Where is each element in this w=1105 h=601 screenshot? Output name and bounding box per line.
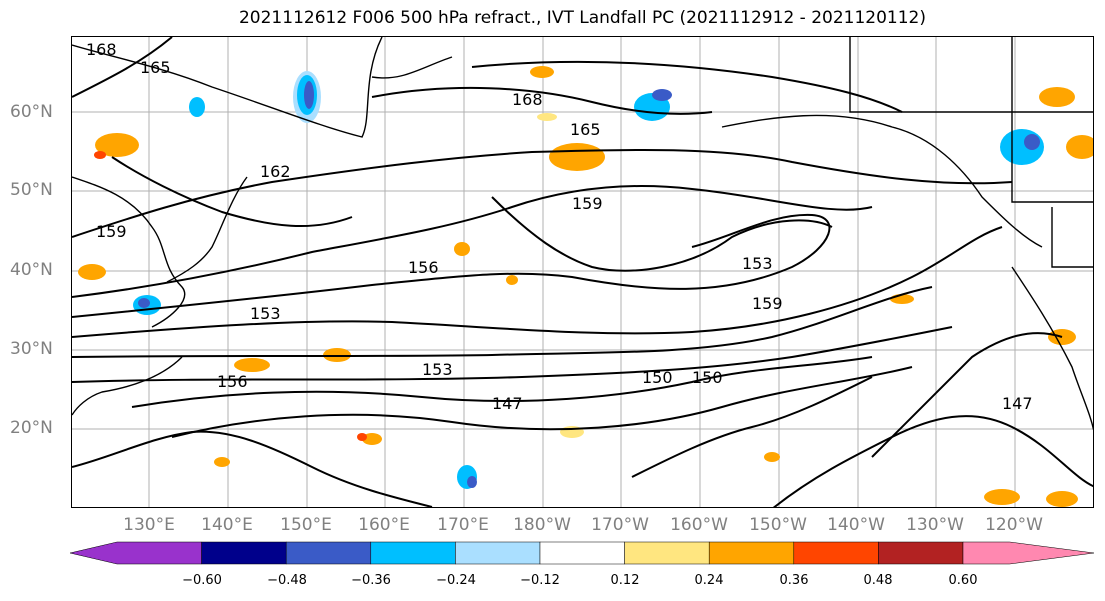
colorbar-tick: 0.24 <box>694 573 724 588</box>
colorbar-segment <box>285 541 372 565</box>
colorbar-segment <box>455 541 541 565</box>
map-title: 2021112612 F006 500 hPa refract., IVT La… <box>238 8 926 28</box>
colorbar-tick: −0.48 <box>267 573 307 588</box>
map-panel: 168 165 162 159 156 153 150 147 168 165 … <box>71 36 1094 508</box>
colorbar-segment <box>793 541 879 565</box>
contour-label: 159 <box>96 222 127 241</box>
colorbar-segment <box>539 541 625 565</box>
contour-label: 162 <box>260 162 291 181</box>
lat-label-50n: 50°N <box>10 180 53 200</box>
colorbar <box>70 541 1095 565</box>
lon-label-130e: 130°E <box>123 515 175 535</box>
contour-label: 159 <box>572 194 603 213</box>
colorbar-tick: −0.36 <box>351 573 391 588</box>
lon-label-130w: 130°W <box>906 515 964 535</box>
colorbar-tick: 0.36 <box>779 573 809 588</box>
colorbar-segment <box>70 541 202 565</box>
colorbar-segment <box>962 541 1095 565</box>
colorbar-tick: −0.12 <box>520 573 560 588</box>
lat-label-40n: 40°N <box>10 260 53 280</box>
lon-label-160w: 160°W <box>670 515 728 535</box>
contour-label: 156 <box>217 372 248 391</box>
contour-label: 147 <box>492 394 523 413</box>
colorbar-tick: 0.60 <box>948 573 978 588</box>
colorbar-segment <box>708 541 795 565</box>
contour-lines <box>72 37 1093 507</box>
contour-label: 153 <box>422 360 453 379</box>
contour-label: 153 <box>250 304 281 323</box>
lon-label-150w: 150°W <box>749 515 807 535</box>
contour-label: 159 <box>752 294 783 313</box>
lon-label-170e: 170°E <box>437 515 489 535</box>
colorbar-tick: −0.24 <box>436 573 476 588</box>
colorbar-segment <box>624 541 710 565</box>
contour-label: 168 <box>512 90 543 109</box>
lat-label-20n: 20°N <box>10 418 53 438</box>
contour-label: 168 <box>86 40 117 59</box>
contour-label: 153 <box>742 254 773 273</box>
lat-label-60n: 60°N <box>10 102 53 122</box>
lon-label-150e: 150°E <box>280 515 332 535</box>
lon-label-180w: 180°W <box>513 515 571 535</box>
coastlines <box>72 37 1093 431</box>
colorbar-tick: −0.60 <box>182 573 222 588</box>
contour-label: 165 <box>570 120 601 139</box>
lat-label-30n: 30°N <box>10 339 53 359</box>
lon-label-120w: 120°W <box>985 515 1043 535</box>
contour-label: 156 <box>408 258 439 277</box>
lon-label-160e: 160°E <box>358 515 410 535</box>
contour-label-group: 168 165 162 159 156 153 150 147 168 165 … <box>86 40 1033 413</box>
contour-label: 150 <box>642 368 673 387</box>
contour-label: 150 <box>692 368 723 387</box>
lon-label-170w: 170°W <box>591 515 649 535</box>
colorbar-tick: 0.48 <box>863 573 893 588</box>
colorbar-segment <box>370 541 456 565</box>
colorbar-segment <box>878 541 964 565</box>
map-canvas: 168 165 162 159 156 153 150 147 168 165 … <box>72 37 1093 507</box>
contour-label: 147 <box>1002 394 1033 413</box>
colorbar-tick: 0.12 <box>610 573 640 588</box>
colorbar-segment <box>201 541 287 565</box>
lon-label-140e: 140°E <box>201 515 253 535</box>
lon-label-140w: 140°W <box>827 515 885 535</box>
contour-label: 165 <box>140 58 171 77</box>
